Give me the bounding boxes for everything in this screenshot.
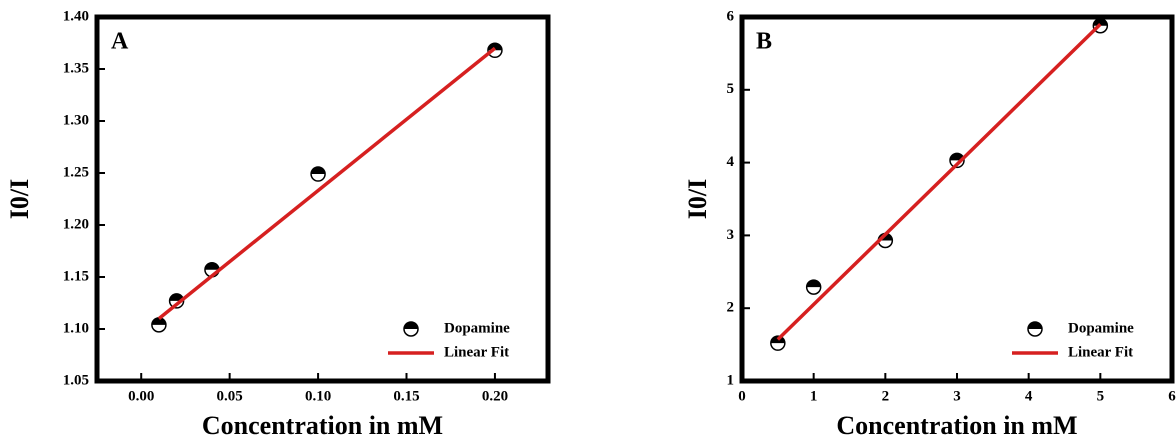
marker-half (487, 43, 502, 51)
y-axis-label: I0/I (5, 179, 34, 219)
y-tick-label: 4 (727, 154, 735, 170)
y-tick-label: 1 (727, 372, 735, 388)
plot-frame (94, 14, 551, 384)
marker-half (169, 293, 184, 301)
marker-half (1028, 322, 1042, 329)
x-tick-label: 0.00 (128, 388, 154, 404)
legend-label: Linear Fit (444, 344, 509, 360)
marker-half (806, 280, 821, 288)
legend-marker (403, 321, 419, 337)
marker-half (1093, 18, 1108, 26)
marker-half (151, 317, 166, 325)
marker-half (404, 322, 418, 329)
x-tick-label: 4 (1025, 388, 1033, 404)
fit-line (157, 46, 497, 320)
data-point (310, 166, 326, 182)
data-point (770, 335, 786, 351)
panel-label: B (756, 29, 772, 55)
x-axis-label: Concentration in mM (836, 411, 1077, 440)
y-tick-label: 1.35 (63, 60, 89, 76)
legend-label: Dopamine (1068, 320, 1134, 336)
y-tick-label: 2 (727, 300, 735, 316)
x-tick-label: 2 (882, 388, 890, 404)
x-tick-label: 0.15 (393, 388, 419, 404)
data-point (949, 152, 965, 169)
x-tick-label: 0.05 (217, 388, 243, 404)
x-tick-label: 3 (953, 388, 961, 404)
y-tick-label: 5 (727, 81, 735, 97)
x-tick-label: 6 (1168, 388, 1176, 404)
x-tick-label: 1 (810, 388, 818, 404)
legend-label: Dopamine (444, 320, 510, 336)
x-tick-label: 0.20 (482, 388, 508, 404)
y-axis-label: I0/I (683, 179, 712, 219)
data-point (151, 317, 167, 333)
x-tick-label: 0 (738, 388, 746, 404)
y-tick-label: 1.30 (63, 112, 89, 128)
y-tick-label: 1.40 (63, 8, 89, 24)
data-point (805, 279, 822, 295)
legend-marker (1027, 321, 1043, 337)
x-axis-label: Concentration in mM (202, 411, 443, 440)
x-tick-label: 5 (1097, 388, 1105, 404)
y-tick-label: 6 (727, 8, 735, 24)
y-tick-label: 3 (727, 227, 735, 243)
y-tick-label: 1.25 (63, 164, 89, 180)
marker-half (311, 167, 326, 175)
marker-half (204, 262, 219, 270)
y-tick-label: 1.20 (63, 216, 89, 232)
panel-label: A (111, 29, 129, 55)
y-tick-label: 1.10 (63, 320, 89, 336)
plot-frame (739, 14, 1175, 384)
y-tick-label: 1.15 (63, 268, 89, 284)
x-tick-label: 0.10 (305, 388, 331, 404)
y-tick-label: 1.05 (63, 372, 89, 388)
fit-line (776, 23, 1102, 341)
legend-label: Linear Fit (1068, 344, 1133, 360)
